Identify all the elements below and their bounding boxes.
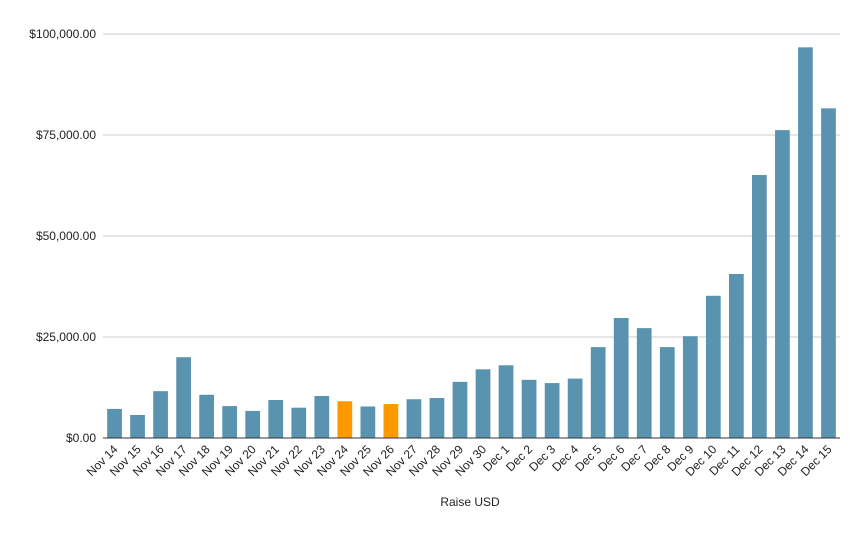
bar — [775, 130, 790, 438]
y-tick-labels: $0.00 $25,000.00 $50,000.00 $75,000.00 $100,… — [29, 27, 96, 445]
bar — [452, 381, 468, 438]
bar — [821, 108, 836, 438]
bar — [222, 406, 238, 438]
y-tick-label: $50,000.00 — [36, 229, 96, 243]
bar — [176, 357, 191, 438]
bar — [728, 273, 744, 438]
bar — [245, 410, 261, 438]
y-tick-label: $25,000.00 — [36, 330, 96, 344]
y-tick-label: $75,000.00 — [36, 128, 96, 142]
bar — [636, 328, 652, 438]
bar — [314, 395, 330, 438]
bar — [613, 318, 629, 438]
bar — [590, 347, 606, 438]
bar — [475, 369, 491, 438]
bar — [544, 383, 560, 438]
bar — [153, 391, 168, 438]
bar — [498, 365, 514, 438]
bar — [521, 379, 537, 438]
bar — [406, 399, 422, 438]
bar — [429, 398, 445, 438]
bar — [337, 401, 353, 438]
bar — [567, 378, 583, 438]
bar — [107, 408, 122, 438]
bar — [130, 414, 145, 438]
x-axis-title: Raise USD — [440, 495, 500, 509]
bar — [682, 336, 698, 438]
bar — [291, 407, 307, 438]
y-tick-label: $0.00 — [66, 431, 96, 445]
bar — [199, 394, 215, 438]
bar — [705, 295, 721, 438]
bar — [360, 406, 376, 438]
y-tick-label: $100,000.00 — [29, 27, 96, 41]
bar — [268, 400, 284, 438]
bars — [107, 47, 836, 438]
bar — [798, 47, 813, 438]
bar — [752, 175, 767, 438]
bar — [659, 347, 675, 438]
bar — [383, 404, 399, 438]
